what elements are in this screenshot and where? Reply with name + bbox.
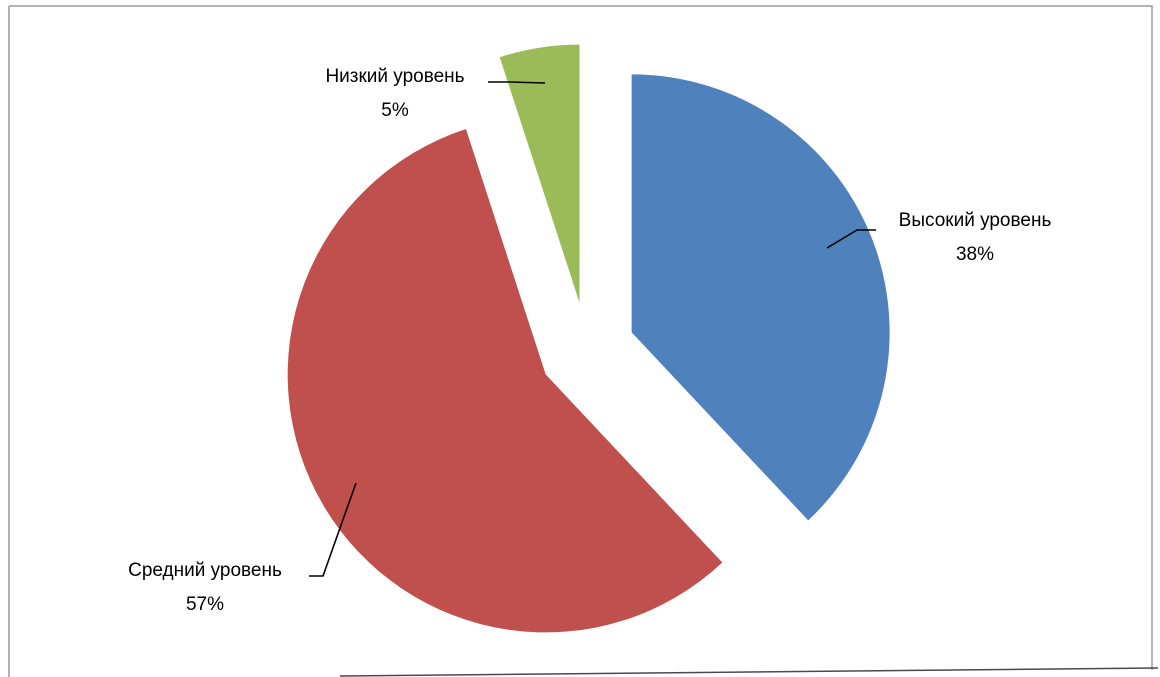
slice-label-high: Высокий уровень (899, 210, 1052, 231)
slice-medium (287, 129, 723, 633)
chart-border-bottom (339, 667, 1159, 677)
slice-percent-medium: 57% (186, 594, 224, 615)
slice-percent-high: 38% (956, 244, 994, 265)
chart-border (8, 5, 1153, 677)
leader-line-low (488, 81, 546, 84)
leader-line-high (826, 229, 876, 249)
leader-lines-layer (309, 81, 876, 577)
slice-label-medium: Средний уровень (128, 560, 282, 581)
slice-low (499, 44, 580, 303)
slices-layer (287, 44, 890, 633)
slice-high (631, 74, 890, 521)
slice-percent-low: 5% (381, 100, 409, 121)
leader-line-medium (309, 482, 357, 577)
slice-label-low: Низкий уровень (325, 66, 464, 87)
